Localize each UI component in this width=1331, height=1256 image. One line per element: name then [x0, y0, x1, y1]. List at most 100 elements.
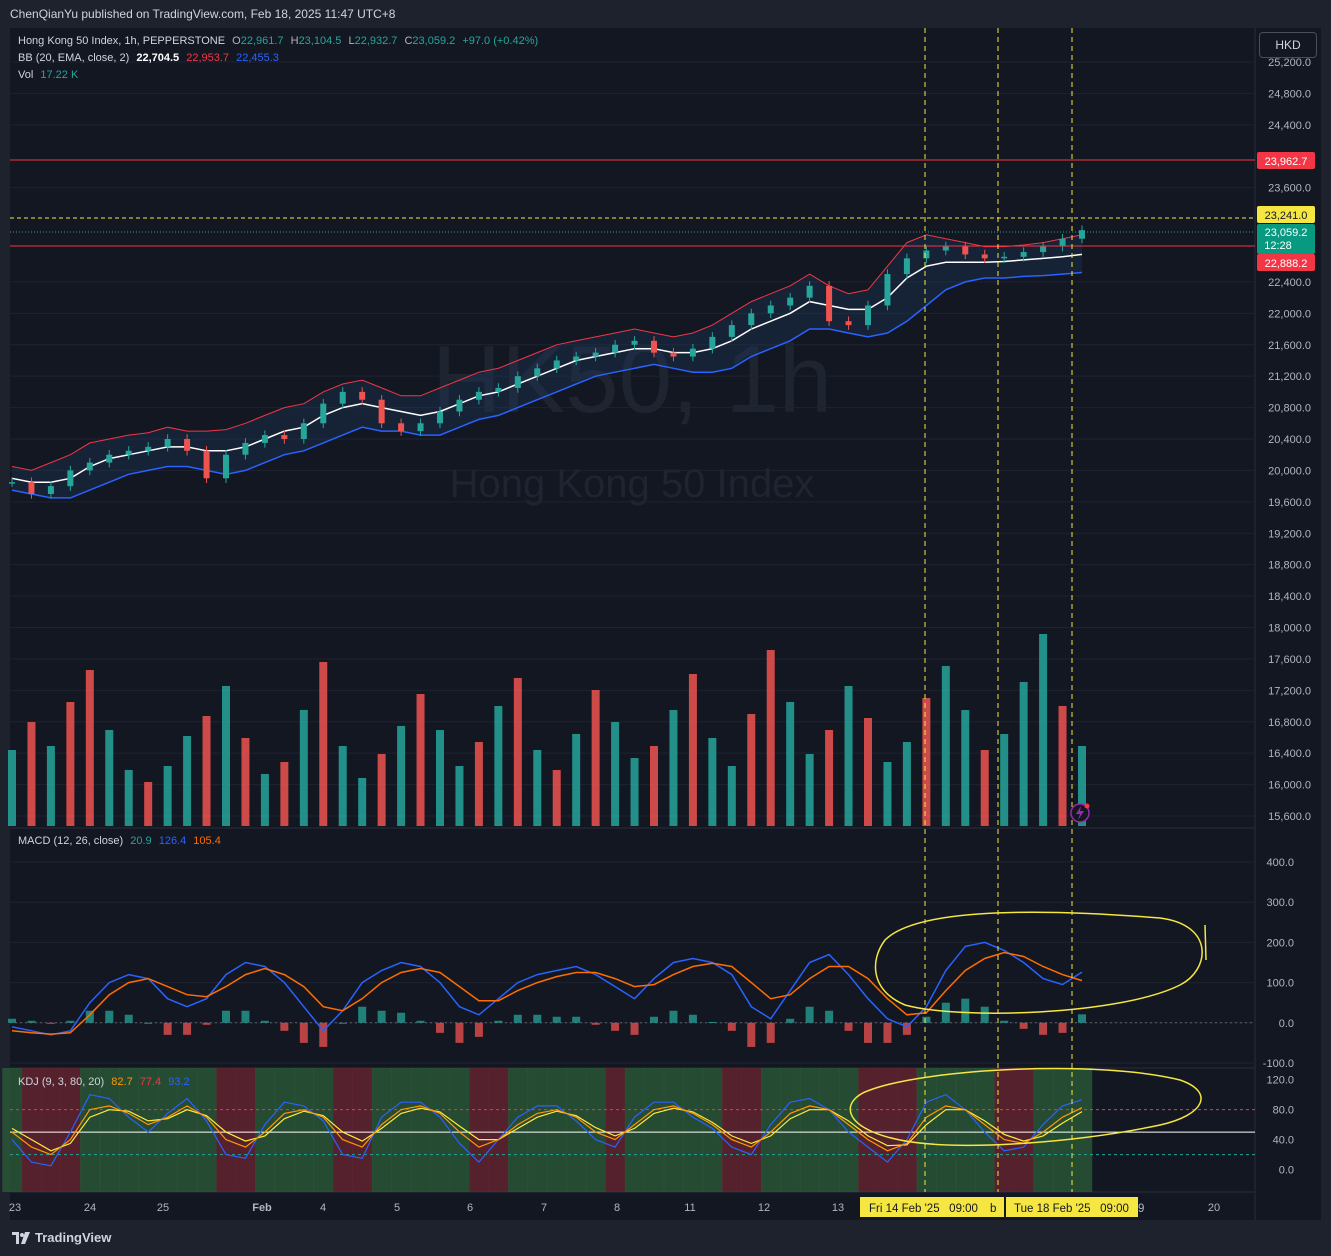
- kdj-zone-band: [916, 1068, 937, 1192]
- macd-histogram-bar: [280, 1022, 289, 1031]
- kdj-zone-band: [566, 1068, 587, 1192]
- kdj-zone-band: [333, 1068, 353, 1192]
- macd-histogram-bar: [474, 1022, 483, 1037]
- macd-histogram-bar: [727, 1022, 736, 1031]
- price-axis-label: 16,400.0: [1268, 748, 1311, 760]
- legend-high: 23,104.5: [298, 35, 342, 47]
- volume-bar: [611, 722, 620, 826]
- legend-kdj-k: 82.7: [111, 1076, 133, 1088]
- price-candle: [1079, 230, 1085, 239]
- kdj-annotation-ellipse: [849, 1067, 1202, 1147]
- macd-histogram-bar: [630, 1022, 639, 1035]
- time-badge-mid-partial: b: [988, 1197, 1004, 1217]
- price-candle: [378, 399, 385, 424]
- kdj-zone-band: [877, 1068, 898, 1192]
- macd-histogram-bar: [319, 1022, 328, 1047]
- price-candle: [514, 376, 521, 388]
- price-candle: [962, 246, 969, 255]
- volume-bar: [124, 770, 133, 826]
- time-axis-label: 8: [614, 1202, 620, 1214]
- volume-bar: [552, 770, 561, 826]
- macd-axis-label: 400.0: [1266, 857, 1294, 869]
- currency-button[interactable]: HKD: [1259, 32, 1317, 58]
- price-axis-label: 20,400.0: [1268, 434, 1311, 446]
- price-candle: [184, 439, 191, 451]
- macd-histogram-bar: [105, 1010, 114, 1023]
- macd-histogram-bar: [980, 1006, 989, 1023]
- kdj-zone-band: [683, 1068, 704, 1192]
- macd-histogram-bar: [533, 1014, 542, 1023]
- svg-text:b: b: [990, 1203, 996, 1215]
- price-candle: [9, 482, 15, 484]
- legend-macd-signal: 105.4: [193, 835, 221, 847]
- volume-bar: [183, 736, 192, 826]
- volume-bar: [358, 778, 367, 826]
- macd-histogram-bar: [202, 1022, 211, 1025]
- time-axis-label: 11: [684, 1202, 695, 1214]
- price-axis-label: 19,200.0: [1268, 528, 1311, 540]
- price-candle: [923, 250, 930, 259]
- macd-histogram-bar: [377, 1010, 386, 1023]
- volume-bar: [299, 710, 308, 826]
- price-candle: [28, 482, 35, 494]
- kdj-zone-band: [994, 1068, 1015, 1192]
- macd-histogram-bar: [883, 1022, 892, 1043]
- kdj-zone-band: [702, 1068, 723, 1192]
- macd-axis-label: 100.0: [1266, 978, 1294, 990]
- macd-histogram-bar: [183, 1022, 192, 1035]
- macd-histogram-bar: [222, 1010, 230, 1023]
- price-axis-label: 19,600.0: [1268, 497, 1311, 509]
- macd-histogram-bar: [941, 1002, 950, 1023]
- price-candle: [787, 297, 794, 306]
- kdj-zone-band: [371, 1068, 392, 1192]
- kdj-axis-label: 40.0: [1273, 1135, 1294, 1147]
- volume-bar: [688, 674, 697, 826]
- macd-histogram-bar: [8, 1018, 16, 1023]
- macd-histogram-bar: [825, 1010, 834, 1023]
- macd-histogram-bar: [27, 1020, 36, 1023]
- volume-bar: [941, 666, 950, 826]
- price-candle: [728, 325, 735, 337]
- publisher-bar: ChenQianYu published on TradingView.com,…: [0, 0, 1331, 28]
- price-candle: [1040, 246, 1047, 253]
- volume-bar: [650, 746, 658, 826]
- bb-fill: [12, 234, 1082, 498]
- price-candle: [1059, 238, 1066, 247]
- price-candle: [437, 411, 443, 424]
- kdj-zone-band: [235, 1068, 256, 1192]
- volume-bar: [1000, 734, 1009, 826]
- volume-bar: [241, 738, 250, 826]
- price-axis-label: 24,400.0: [1268, 120, 1311, 132]
- legend-symbol[interactable]: Hong Kong 50 Index, 1h, PEPPERSTONE: [18, 35, 226, 47]
- time-axis-label: 12: [758, 1202, 770, 1214]
- macd-histogram-bar: [85, 1010, 94, 1023]
- legend-bb-label[interactable]: BB (20, EMA, close, 2): [18, 52, 130, 64]
- macd-histogram-bar: [766, 1022, 775, 1043]
- legend-vol-label[interactable]: Vol: [18, 69, 34, 81]
- macd-histogram-bar: [66, 1020, 75, 1023]
- legend-o-label: O: [232, 35, 241, 47]
- macd-histogram-bar: [1078, 1014, 1086, 1023]
- price-candle: [826, 285, 833, 322]
- legend-macd-label[interactable]: MACD (12, 26, close): [18, 835, 124, 847]
- legend-open: 22,961.7: [240, 35, 284, 47]
- legend-kdj-label[interactable]: KDJ (9, 3, 80, 20): [18, 1076, 105, 1088]
- price-candle: [320, 403, 327, 424]
- legend-kdj: KDJ (9, 3, 80, 20) 82.7 77.4 93.2: [18, 1076, 190, 1088]
- price-axis-label: 23,600.0: [1268, 183, 1311, 195]
- legend-macd-hist: 20.9: [130, 835, 152, 847]
- volume-bar: [144, 782, 153, 826]
- volume-bar: [8, 750, 16, 826]
- svg-text:23,241.0: 23,241.0: [1265, 210, 1308, 222]
- macd-histogram-bar: [688, 1014, 697, 1023]
- svg-text:22,888.2: 22,888.2: [1265, 258, 1308, 270]
- tradingview-logo[interactable]: TradingView: [12, 1230, 111, 1245]
- price-candle: [709, 336, 716, 349]
- lightning-icon[interactable]: [1070, 803, 1090, 823]
- bb-basis-line: [11, 253, 1083, 483]
- price-axis-label: 17,200.0: [1268, 685, 1311, 697]
- tradingview-icon: [12, 1231, 30, 1244]
- volume-bar: [222, 686, 230, 826]
- price-candle: [942, 246, 949, 251]
